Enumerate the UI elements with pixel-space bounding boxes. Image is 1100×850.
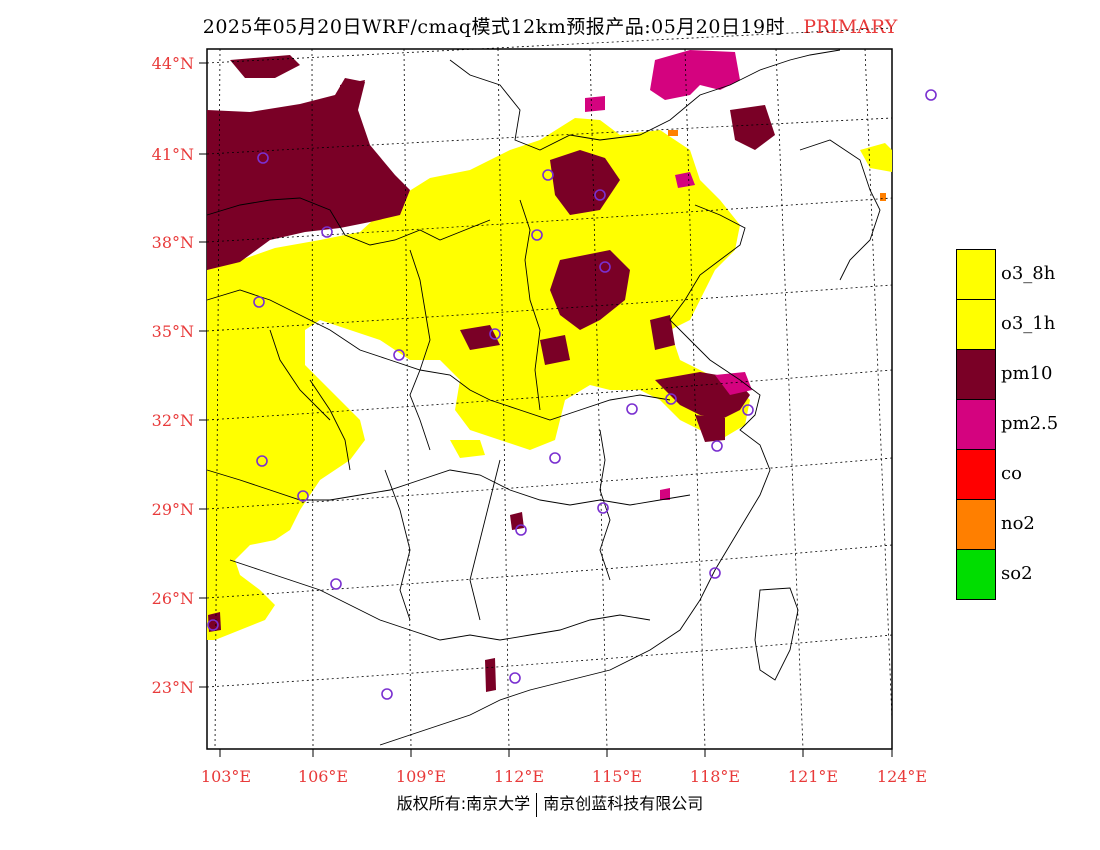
legend-label: o3_8h — [1001, 263, 1056, 284]
lat-labels: 44°N 41°N 38°N 35°N 32°N 29°N 26°N 23°N — [152, 54, 194, 697]
lat-label: 32°N — [152, 411, 194, 430]
lat-label: 23°N — [152, 678, 194, 697]
lon-label: 112°E — [494, 767, 544, 786]
lon-label: 115°E — [592, 767, 642, 786]
lon-label: 121°E — [788, 767, 838, 786]
lon-label: 103°E — [201, 767, 251, 786]
station-markers — [207, 89, 937, 700]
lat-label: 26°N — [152, 589, 194, 608]
pm25-regions — [585, 50, 752, 500]
legend-item-pm25: pm2.5 — [956, 399, 1100, 450]
lat-label: 35°N — [152, 322, 194, 341]
title-tag: PRIMARY — [803, 16, 898, 38]
legend-item-co: co — [956, 449, 1100, 500]
legend-item-so2: so2 — [956, 549, 1100, 600]
lat-label: 41°N — [152, 145, 194, 164]
lat-label: 44°N — [152, 54, 194, 73]
lon-label: 124°E — [877, 767, 927, 786]
credit-separator — [536, 792, 538, 817]
lon-labels: 103°E 106°E 109°E 112°E 115°E 118°E 121°… — [201, 767, 927, 786]
legend-label: co — [1001, 463, 1022, 484]
legend-label: no2 — [1001, 513, 1035, 534]
legend-item-pm10: pm10 — [956, 349, 1100, 400]
lon-label: 118°E — [690, 767, 740, 786]
legend-swatch — [956, 449, 996, 500]
legend-item-o3-1h: o3_1h — [956, 299, 1100, 350]
map-title: 2025年05月20日WRF/cmaq模式12km预报产品:05月20日19时 … — [0, 12, 1100, 39]
lon-label: 106°E — [298, 767, 348, 786]
legend-label: pm10 — [1001, 363, 1053, 384]
legend-item-o3-8h: o3_8h — [956, 249, 1100, 300]
o3-regions — [207, 118, 892, 640]
copyright-credit: 版权所有:南京大学 南京创蓝科技有限公司 — [0, 790, 1100, 817]
title-text: 2025年05月20日WRF/cmaq模式12km预报产品:05月20日19时 — [202, 16, 786, 38]
legend-label: pm2.5 — [1001, 413, 1059, 434]
lat-label: 29°N — [152, 500, 194, 519]
boundaries — [206, 49, 881, 746]
pollutant-legend: o3_8h o3_1h pm10 pm2.5 co no2 so2 — [956, 249, 1100, 600]
lat-label: 38°N — [152, 233, 194, 252]
legend-swatch — [956, 549, 996, 600]
legend-label: o3_1h — [1001, 313, 1056, 334]
axis-ticks — [199, 62, 893, 757]
legend-swatch — [956, 499, 996, 550]
credit-left: 版权所有:南京大学 — [396, 794, 531, 813]
legend-label: so2 — [1001, 563, 1033, 584]
legend-swatch — [956, 349, 996, 400]
legend-swatch — [956, 299, 996, 350]
credit-right: 南京创蓝科技有限公司 — [543, 794, 704, 813]
lon-label: 109°E — [396, 767, 446, 786]
graticule — [206, 27, 893, 750]
legend-swatch — [956, 249, 996, 300]
legend-item-no2: no2 — [956, 499, 1100, 550]
legend-swatch — [956, 399, 996, 450]
